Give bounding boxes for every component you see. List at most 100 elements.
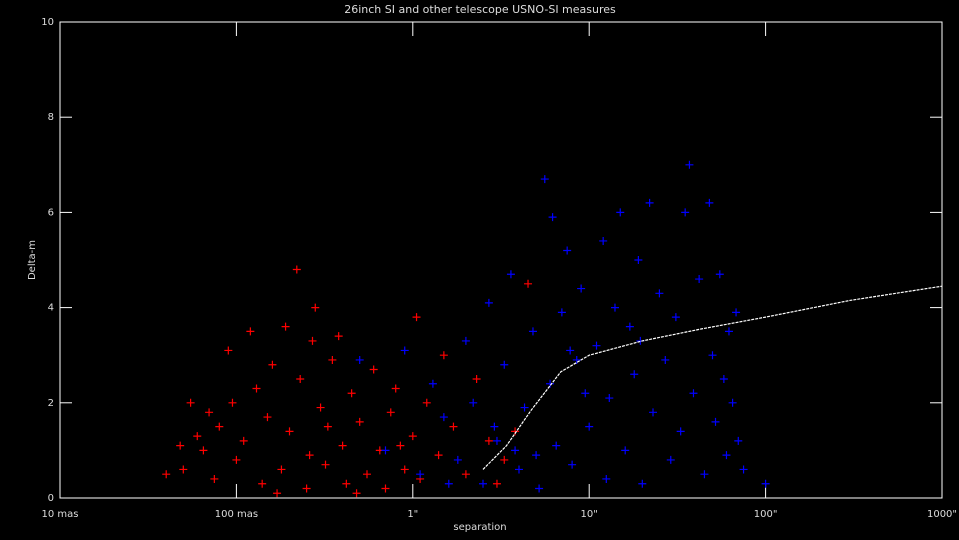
point: [396, 441, 405, 450]
point: [708, 351, 717, 360]
point: [328, 355, 337, 364]
point: [625, 322, 634, 331]
point: [162, 470, 171, 479]
point: [585, 422, 594, 431]
point: [715, 270, 724, 279]
point: [616, 208, 625, 217]
point: [215, 422, 224, 431]
point: [666, 455, 675, 464]
point: [478, 479, 487, 488]
point: [732, 308, 741, 317]
point: [193, 432, 202, 441]
point: [552, 441, 561, 450]
y-tick-label: 0: [48, 493, 54, 504]
point: [506, 270, 515, 279]
point: [621, 446, 630, 455]
point: [524, 279, 533, 288]
point: [566, 346, 575, 355]
point: [400, 465, 409, 474]
chart-title: 26inch SI and other telescope USNO-SI me…: [344, 3, 616, 16]
point: [258, 479, 267, 488]
point: [685, 160, 694, 169]
point: [548, 213, 557, 222]
point: [439, 413, 448, 422]
point: [461, 336, 470, 345]
point: [273, 489, 282, 498]
point: [281, 322, 290, 331]
point: [484, 436, 493, 445]
point: [528, 327, 537, 336]
point: [568, 460, 577, 469]
point: [342, 479, 351, 488]
point: [676, 427, 685, 436]
point: [232, 455, 241, 464]
y-tick-label: 4: [48, 303, 54, 314]
point: [292, 265, 301, 274]
point: [205, 408, 214, 417]
y-tick-label: 8: [48, 112, 54, 123]
point: [638, 479, 647, 488]
point: [422, 398, 431, 407]
point: [400, 346, 409, 355]
x-tick-label: 1000": [927, 509, 957, 520]
point: [563, 246, 572, 255]
point: [461, 470, 470, 479]
x-tick-label: 10": [581, 509, 598, 520]
point: [252, 384, 261, 393]
point: [355, 355, 364, 364]
point: [416, 470, 425, 479]
point: [179, 465, 188, 474]
point: [671, 313, 680, 322]
point: [472, 375, 481, 383]
point: [268, 360, 277, 369]
point: [484, 298, 493, 307]
y-axis-label: Delta-m: [27, 240, 38, 280]
point: [391, 384, 400, 393]
point: [511, 446, 520, 455]
point: [186, 398, 195, 407]
x-axis-label: separation: [453, 522, 506, 533]
point: [695, 275, 704, 284]
point: [305, 451, 314, 460]
point: [572, 355, 581, 364]
point: [592, 341, 601, 350]
point: [210, 474, 219, 483]
point: [711, 417, 720, 426]
point: [500, 360, 509, 369]
point: [176, 441, 185, 450]
point: [302, 484, 311, 493]
point: [228, 398, 237, 407]
point: [557, 308, 566, 317]
point: [532, 451, 541, 460]
point: [263, 413, 272, 422]
point: [492, 436, 501, 445]
x-tick-label: 1": [407, 509, 418, 520]
y-tick-label: 10: [41, 17, 54, 28]
point: [728, 398, 737, 407]
point: [449, 422, 458, 431]
x-tick-label: 100 mas: [215, 509, 258, 520]
point: [581, 389, 590, 398]
y-tick-label: 2: [48, 398, 54, 409]
point: [535, 484, 544, 493]
point: [602, 474, 611, 483]
point: [434, 451, 443, 460]
point: [500, 455, 509, 464]
point: [355, 417, 364, 426]
point: [490, 422, 499, 431]
point: [630, 370, 639, 379]
point: [363, 470, 371, 479]
point: [246, 327, 255, 336]
point: [199, 446, 208, 455]
point: [719, 375, 728, 383]
y-tick-label: 6: [48, 207, 54, 218]
point: [444, 479, 453, 488]
point: [412, 313, 421, 322]
point: [739, 465, 748, 474]
point: [369, 365, 378, 374]
point: [724, 327, 733, 336]
point: [689, 389, 698, 398]
point: [492, 479, 501, 488]
